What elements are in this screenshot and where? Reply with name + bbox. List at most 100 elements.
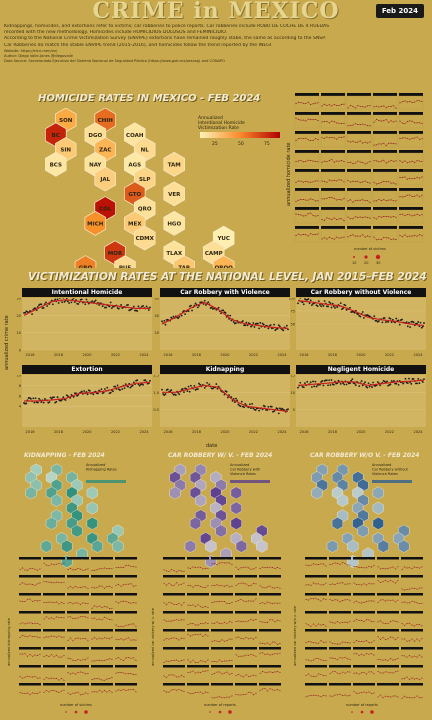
mini-header [115,665,137,668]
data-point [68,302,70,304]
data-point [270,405,273,408]
data-point [170,389,173,391]
mini-trend [67,692,89,695]
y-tick-label: 75 [291,310,295,314]
mini-header [399,93,423,96]
data-point [368,385,371,388]
mini-point [135,674,137,676]
mini-header [377,593,399,596]
mini-header [321,93,345,96]
size-legend-dot [84,710,88,714]
data-point [351,378,354,381]
state-mini-chart [401,593,423,605]
state-mini-chart [401,575,423,591]
data-point [136,310,139,312]
small-ylabel: annualized kidnapping rate [7,618,11,666]
data-point [345,383,348,386]
y-tick-label: 100 [288,298,295,301]
data-point [349,382,351,385]
data-point [207,301,210,304]
small-hex-cell [347,539,359,553]
header: CRIME in MEXICO Feb 2024 [0,0,432,24]
small-hex-cell [398,539,410,553]
mini-header [43,557,65,560]
mini-header [321,150,345,153]
data-point [243,406,245,409]
state-mini-chart [398,226,424,243]
data-point [149,379,151,382]
mini-header [295,226,319,229]
mini-point [369,105,371,107]
mini-header [401,575,423,578]
mini-header [377,665,399,668]
data-point [45,301,47,304]
data-point [62,396,65,399]
mini-trend [211,601,233,604]
mini-point [43,581,45,583]
data-point [196,388,199,390]
data-point [279,325,281,328]
mini-header [187,647,209,650]
data-point [312,380,314,383]
mini-point [317,200,319,202]
data-point [110,307,113,310]
mini-trend [305,563,327,567]
size-legend-label: 10 [352,261,356,265]
mini-header [19,593,41,596]
data-point [202,303,205,305]
state-mini-chart [294,207,320,224]
data-point [70,301,73,304]
small-hex-cell [311,486,323,500]
state-mini-chart [211,683,233,699]
small-hex-cell [195,494,207,507]
data-point [186,390,189,392]
data-point [119,389,121,391]
mini-trend [373,236,397,241]
y-tick-label: 10 [17,331,21,335]
data-point [181,387,184,390]
mini-header [187,611,209,614]
mini-trend [187,670,209,674]
x-tick-label: 2024 [140,430,150,434]
small-hex-cell [86,516,98,530]
mini-header [163,629,185,632]
mini-header [67,665,89,668]
mini-header [399,207,423,210]
state-mini-chart [187,557,209,570]
hex-state: TAM [163,151,185,177]
mini-trend [211,671,233,675]
data-point [409,326,412,329]
mini-header [295,150,319,153]
state-mini-chart [91,629,113,640]
hex-state: VER [163,181,185,207]
state-mini-chart [19,665,41,679]
x-tick-label: 2016 [26,353,35,357]
hex-label: TLAX [166,251,183,257]
data-point [105,306,107,309]
data-point [276,407,279,410]
state-mini-chart [346,150,372,167]
state-mini-chart [259,575,281,589]
data-point [244,324,247,327]
crime-small-map: CAR ROBBERY W/ V. - FEB 2024 AnnualizedCa… [151,452,281,714]
website-link[interactable]: Website: https://elcri.men/en/ [4,48,58,53]
state-mini-chart [187,611,209,626]
data-point [80,390,83,393]
small-legend-title: Annualized [372,463,391,467]
state-mini-chart [187,647,209,664]
mini-header [163,647,185,650]
mini-trend [321,217,345,221]
data-point [222,309,225,312]
mini-trend [19,567,41,571]
mini-header [163,665,185,668]
mini-trend [377,620,399,624]
data-source: Data Source: Secretariado Ejecutivo del … [4,58,225,63]
data-point [137,383,140,386]
mini-header [211,575,233,578]
mini-trend [399,213,423,217]
mini-header [211,683,233,686]
data-point [86,393,89,396]
data-point [163,319,166,322]
data-point [32,397,35,400]
mini-header [67,647,89,650]
